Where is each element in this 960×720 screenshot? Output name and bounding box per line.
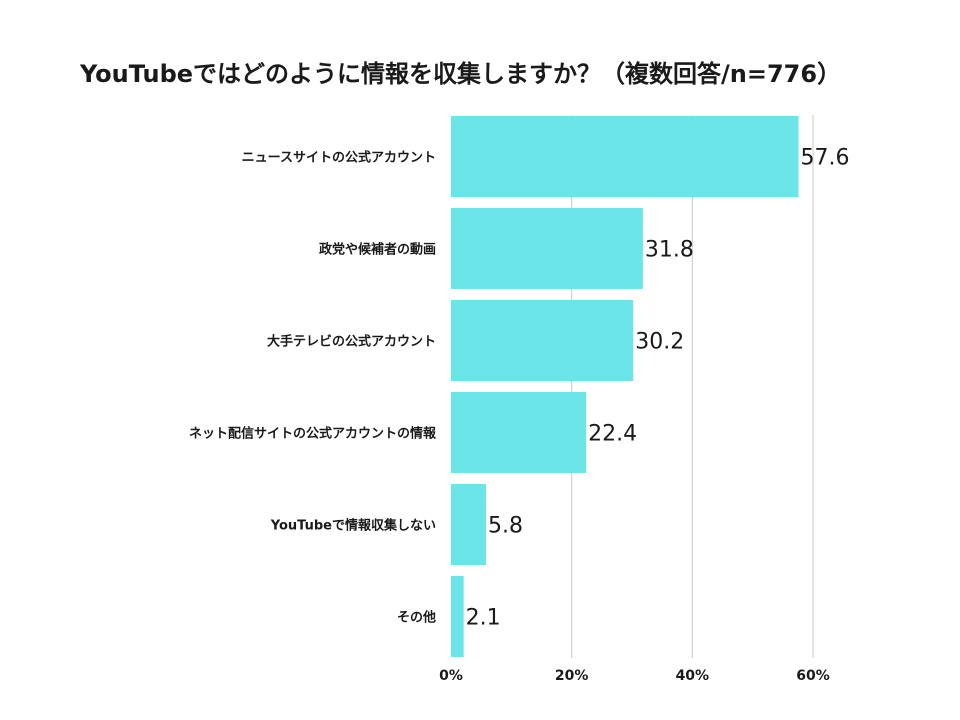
category-label: ニュースサイトの公式アカウント	[242, 150, 436, 166]
bar	[451, 576, 464, 657]
bar	[451, 484, 486, 565]
data-label: 2.1	[466, 606, 501, 631]
category-label: ネット配信サイトの公式アカウントの情報	[189, 426, 437, 442]
bar	[451, 208, 643, 289]
category-label: 政党や候補者の動画	[319, 242, 436, 258]
data-label: 57.6	[801, 146, 850, 171]
category-label: その他	[397, 610, 436, 626]
x-tick-label: 40%	[676, 668, 710, 684]
data-label: 22.4	[588, 422, 637, 447]
x-tick-label: 60%	[796, 668, 830, 684]
bars	[451, 116, 799, 657]
x-tick-label: 20%	[555, 668, 589, 684]
value-labels: 57.6 31.8 30.2 22.4 5.8 2.1	[466, 146, 850, 631]
bar	[451, 300, 634, 381]
bar	[451, 392, 587, 473]
category-label: 大手テレビの公式アカウント	[267, 334, 436, 350]
x-axis-tick-labels: 0% 20% 40% 60%	[439, 668, 830, 684]
data-label: 30.2	[635, 330, 684, 355]
bar	[451, 116, 799, 197]
category-labels: ニュースサイトの公式アカウント政党や候補者の動画大手テレビの公式アカウントネット…	[189, 150, 437, 626]
data-label: 5.8	[488, 514, 523, 539]
data-label: 31.8	[645, 238, 694, 263]
category-label: YouTubeで情報収集しない	[270, 518, 436, 534]
x-tick-label: 0%	[439, 668, 463, 684]
chart-title: YouTubeではどのように情報を収集しますか？（複数回答/n=776）	[79, 60, 841, 88]
gridlines	[571, 115, 814, 658]
